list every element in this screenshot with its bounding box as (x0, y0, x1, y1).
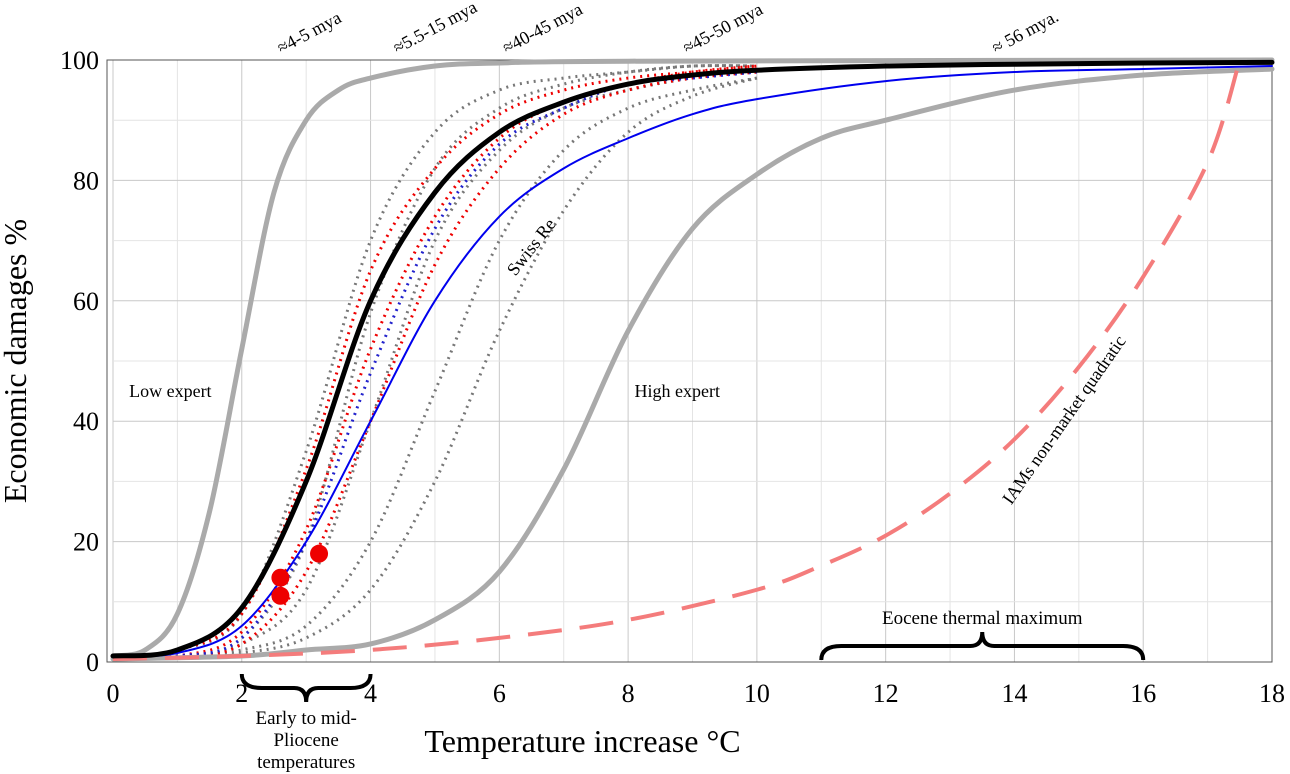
x-tick-label: 4 (364, 679, 377, 708)
x-tick-label: 2 (235, 679, 248, 708)
data-marker (310, 544, 329, 563)
ensemble-gray-line (112, 76, 758, 658)
y-tick-label: 60 (73, 287, 99, 316)
label-high-expert: High expert (635, 381, 720, 401)
label-era: ≈ 56 mya. (988, 6, 1061, 58)
y-tick-label: 80 (73, 166, 99, 195)
x-tick-label: 6 (493, 679, 506, 708)
pliocene-brace (239, 673, 373, 703)
label-era: ≈40-45 mya (499, 0, 586, 58)
ensemble-red-line (112, 64, 758, 658)
x-tick-label: 16 (1130, 679, 1156, 708)
y-tick-label: 100 (60, 46, 99, 75)
label-eocene: Eocene thermal maximum (882, 608, 1083, 629)
label-pliocene-1: Early to mid- (256, 708, 357, 729)
series-line-iams-non-market-quadratic (112, 59, 1242, 661)
eocene-brace (819, 631, 1146, 661)
label-era: ≈4-5 mya (274, 7, 345, 57)
x-axis-label: Temperature increase °C (424, 723, 740, 759)
label-pliocene-2: Pliocene (273, 730, 338, 751)
x-tick-label: 0 (107, 679, 120, 708)
x-tick-label: 14 (1001, 679, 1027, 708)
y-axis-label: Economic damages % (0, 219, 33, 503)
ensemble-gray-line (112, 76, 758, 658)
y-tick-label: 20 (73, 528, 99, 557)
series-line-high-expert (110, 66, 1275, 662)
x-tick-label: 8 (622, 679, 635, 708)
x-tick-label: 10 (744, 679, 770, 708)
series-line-central-estimate (110, 59, 1275, 659)
label-era: ≈45-50 mya (679, 0, 766, 58)
x-tick-label: 18 (1259, 679, 1285, 708)
label-swiss-re: Swiss Re (503, 214, 560, 279)
label-era: ≈5.5-15 mya (390, 0, 481, 58)
label-low-expert: Low expert (129, 381, 211, 401)
series-line-low-expert (110, 57, 1275, 659)
y-tick-label: 0 (86, 648, 99, 677)
data-marker (271, 586, 290, 605)
label-pliocene-3: temperatures (257, 752, 355, 773)
ensemble-red-line (112, 70, 758, 659)
ensemble-gray-line (112, 64, 757, 658)
x-tick-label: 12 (873, 679, 899, 708)
y-tick-label: 40 (73, 407, 99, 436)
data-marker (271, 568, 290, 587)
